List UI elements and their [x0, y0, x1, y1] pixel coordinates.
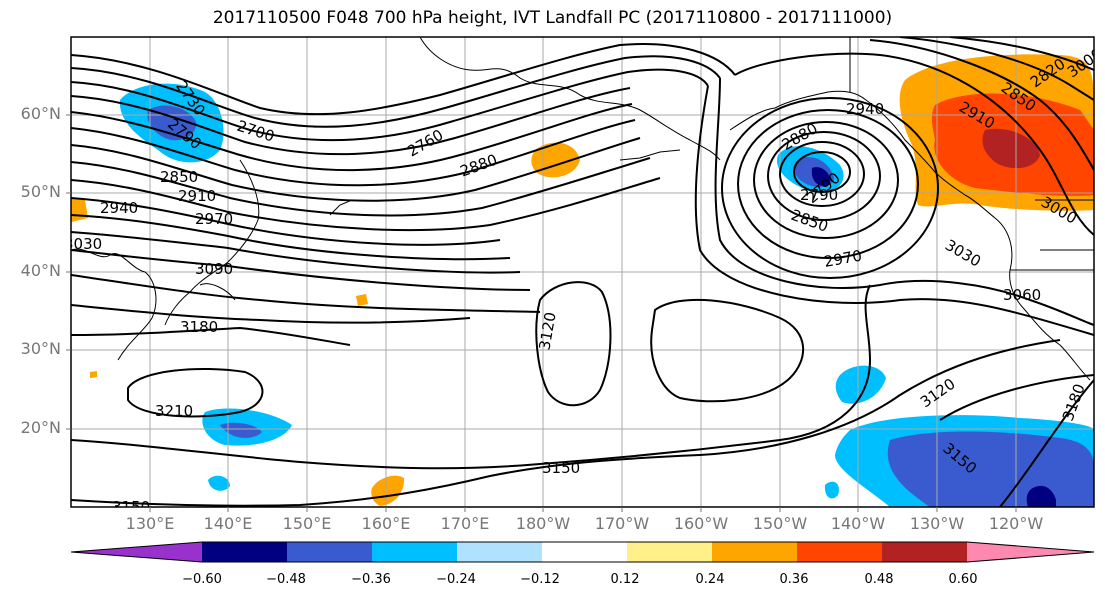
colorbar-tick-label: 0.48 — [864, 572, 894, 587]
colorbar-swatch — [882, 542, 967, 562]
colorbar-tick-label: −0.24 — [436, 572, 476, 587]
contour-label: 3210 — [155, 402, 193, 420]
contour-label: 3060 — [1003, 286, 1041, 304]
colorbar-swatch — [627, 542, 712, 562]
colorbar-tick-label: 0.12 — [610, 572, 640, 587]
colorbar-extend-high — [967, 542, 1094, 562]
colorbar — [70, 541, 1095, 563]
contour-label: 2790 — [800, 186, 838, 204]
colorbar-swatch — [202, 542, 287, 562]
colorbar-swatch — [712, 542, 797, 562]
contour-label: 3090 — [195, 260, 233, 278]
colorbar-tick-label: −0.48 — [266, 572, 306, 587]
colorbar-outline — [70, 541, 1095, 563]
contour-label: 3180 — [180, 318, 218, 336]
graticule — [71, 37, 1094, 507]
contour-label: 2970 — [195, 210, 233, 228]
colorbar-tick-label: 0.60 — [948, 572, 978, 587]
lon-ticks — [149, 507, 1017, 512]
colorbar-swatch — [372, 542, 457, 562]
lon-label: 150°W — [752, 514, 808, 533]
coastlines — [71, 37, 1094, 381]
lon-label: 180°W — [515, 514, 571, 533]
lat-label: 50°N — [20, 182, 61, 201]
lon-label: 170°W — [594, 514, 650, 533]
colorbar-swatch — [542, 542, 627, 562]
lon-label: 140°W — [830, 514, 886, 533]
colorbar-tick-label: 0.24 — [695, 572, 725, 587]
lat-label: 20°N — [20, 418, 61, 437]
colorbar-tick-label: 0.36 — [779, 572, 809, 587]
colorbar-swatch — [457, 542, 542, 562]
contour-label: 2850 — [160, 168, 198, 186]
contour-label: 2940 — [846, 100, 884, 118]
lon-label: 150°E — [282, 514, 332, 533]
height-contours — [71, 37, 1094, 507]
colorbar-tick-label: −0.60 — [182, 572, 222, 587]
lon-label: 160°W — [673, 514, 729, 533]
lat-label: 40°N — [20, 261, 61, 280]
lon-label: 120°W — [988, 514, 1044, 533]
colorbar-swatch — [797, 542, 882, 562]
map-title: 2017110500 F048 700 hPa height, IVT Land… — [212, 8, 893, 28]
lon-label: 170°E — [440, 514, 490, 533]
lat-label: 30°N — [20, 339, 61, 358]
colorbar-extend-low — [71, 542, 202, 562]
lon-label: 130°E — [125, 514, 175, 533]
colorbar-tick-label: −0.12 — [520, 572, 560, 587]
contour-label: 3150 — [112, 498, 150, 516]
lat-label: 60°N — [20, 104, 61, 123]
lat-ticks — [66, 114, 71, 430]
contour-label: 3030 — [64, 235, 102, 253]
colorbar-tick-label: −0.36 — [351, 572, 391, 587]
contour-label: 2910 — [178, 187, 216, 205]
contour-label: 3150 — [542, 459, 580, 477]
lon-label: 140°E — [203, 514, 253, 533]
colorbar-swatch — [287, 542, 372, 562]
lon-label: 130°W — [909, 514, 965, 533]
lon-label: 160°E — [361, 514, 411, 533]
contour-label: 2940 — [100, 199, 138, 217]
